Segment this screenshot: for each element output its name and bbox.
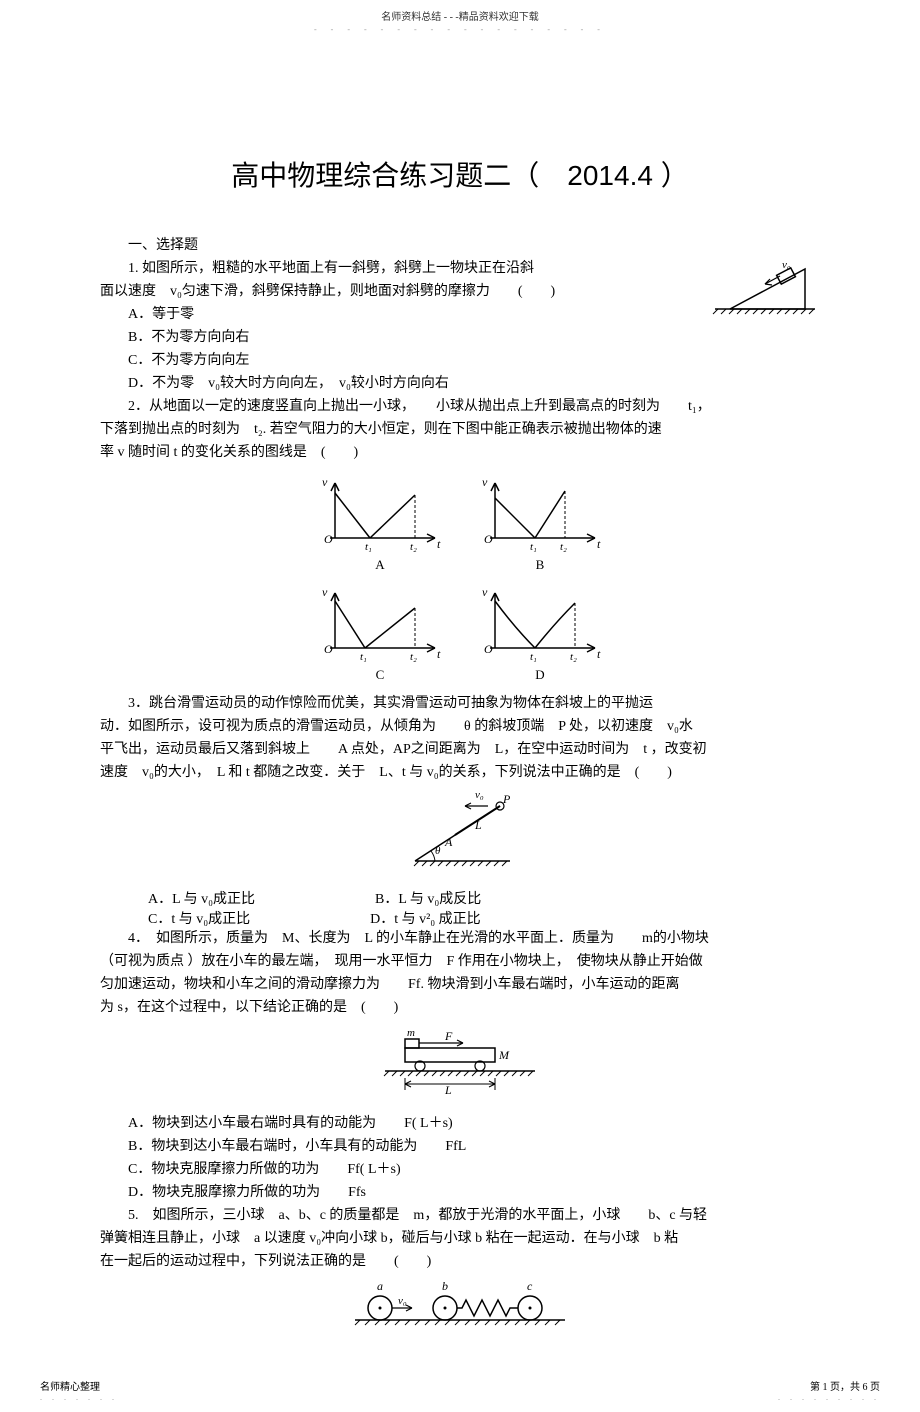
q2-figure-C: O v t t₁ t₂ C: [315, 583, 445, 683]
header-note: 名师资料总结 - - -精品资料欢迎下载: [0, 0, 920, 23]
svg-text:O: O: [324, 532, 333, 546]
q3-stem-2: 动．如图所示，设可视为质点的滑雪运动员，从倾角为 θ 的斜坡顶端 P 处，以初速…: [100, 716, 820, 737]
q2-figures-row1: O v t t₁ t₂ A O: [100, 473, 820, 573]
q5-figure: a b c v₀: [100, 1280, 820, 1340]
svg-text:L: L: [444, 1083, 452, 1096]
footer: 名师精心整理 . . . . . . . 第 1 页，共 6 页 . . . .…: [0, 1378, 920, 1402]
q4-optA: A．物块到达小车最右端时具有的动能为 F( L＋s): [100, 1113, 820, 1134]
q4-stem-3: 匀加速运动，物块和小车之间的滑动摩擦力为 Ff. 物块滑到小车最右端时，小车运动…: [100, 974, 820, 995]
svg-text:t₁: t₁: [360, 651, 367, 663]
page-title: 高中物理综合练习题二（ 2014.4 ）: [100, 154, 820, 194]
q3-figure: P v₀ L A θ: [100, 791, 820, 876]
svg-text:L: L: [474, 818, 482, 832]
footer-left-dots: . . . . . . .: [40, 1393, 118, 1402]
footer-left: 名师精心整理: [40, 1378, 118, 1393]
q2-figures-row2: O v t t₁ t₂ C O: [100, 583, 820, 683]
q2-label-C: C: [376, 667, 385, 683]
q2-stem-1: 2．从地面以一定的速度竖直向上抛出一小球， 小球从抛出点上升到最高点的时刻为 t…: [100, 396, 820, 417]
svg-text:t₁: t₁: [365, 541, 372, 553]
q1-figure: v₀: [710, 254, 820, 321]
svg-text:t₂: t₂: [560, 541, 567, 553]
page-content: 高中物理综合练习题二（ 2014.4 ） 一、选择题 v₀ 1. 如图所示，粗糙…: [0, 34, 920, 1412]
svg-text:v₀: v₀: [782, 259, 791, 271]
q5-stem-3: 在一起后的运动过程中，下列说法正确的是 ( ): [100, 1251, 820, 1272]
svg-text:t: t: [597, 647, 601, 661]
q3-options-row2: C．t 与 v₀成正比 D．t 与 v²₀ 成正比: [100, 908, 820, 928]
q3-stem-1: 3．跳台滑雪运动员的动作惊险而优美，其实滑雪运动可抽象为物体在斜坡上的平抛运: [100, 693, 820, 714]
svg-text:c: c: [527, 1280, 533, 1293]
svg-text:t₂: t₂: [570, 651, 577, 663]
q5-stem-2: 弹簧相连且静止，小球 a 以速度 v₀冲向小球 b，碰后与小球 b 粘在一起运动…: [100, 1228, 820, 1249]
svg-text:O: O: [324, 642, 333, 656]
q2-figure-B: O v t t₁ t₂ B: [475, 473, 605, 573]
q3-optD: D．t 与 v²₀ 成正比: [370, 908, 481, 928]
svg-text:O: O: [484, 532, 493, 546]
q4-stem-2: （可视为质点 ）放在小车的最左端， 现用一水平恒力 F 作用在小物块上， 使物块…: [100, 951, 820, 972]
svg-text:F: F: [444, 1029, 453, 1043]
q2-label-B: B: [536, 557, 545, 573]
q2-label-D: D: [535, 667, 544, 683]
q2-stem-3: 率 v 随时间 t 的变化关系的图线是 ( ): [100, 442, 820, 463]
svg-text:v: v: [322, 475, 328, 489]
q3-optA: A．L 与 v₀成正比: [148, 888, 255, 908]
footer-right-dots: . . . . . . . . .: [778, 1393, 880, 1402]
header-dots: - - - - - - - - - - - - - - - - - -: [0, 25, 920, 34]
q1-optC: C．不为零方向向左: [100, 350, 820, 371]
q3-optC: C．t 与 v₀成正比: [148, 908, 250, 928]
q3-optB: B．L 与 v₀成反比: [375, 888, 481, 908]
svg-text:P: P: [502, 792, 511, 806]
q2-stem-2: 下落到抛出点的时刻为 t₂. 若空气阻力的大小恒定，则在下图中能正确表示被抛出物…: [100, 419, 820, 440]
svg-text:v: v: [482, 475, 488, 489]
section-heading: 一、选择题: [100, 234, 820, 254]
q4-optB: B．物块到达小车最右端时，小车具有的动能为 FfL: [100, 1136, 820, 1157]
q1-optD: D．不为零 v₀较大时方向向左， v₀较小时方向向右: [100, 373, 820, 394]
q4-figure: m F M L: [100, 1026, 820, 1101]
svg-text:v₀: v₀: [475, 791, 484, 801]
q2-label-A: A: [375, 557, 384, 573]
q4-optC: C．物块克服摩擦力所做的功为 Ff( L＋s): [100, 1159, 820, 1180]
q2-figure-A: O v t t₁ t₂ A: [315, 473, 445, 573]
svg-text:v: v: [322, 585, 328, 599]
svg-text:M: M: [498, 1048, 510, 1062]
svg-text:m: m: [407, 1027, 415, 1039]
svg-text:t₂: t₂: [410, 541, 417, 553]
svg-text:v: v: [482, 585, 488, 599]
svg-text:A: A: [444, 835, 453, 849]
q3-stem-3: 平飞出，运动员最后又落到斜坡上 A 点处，AP之间距离为 L，在空中运动时间为 …: [100, 739, 820, 760]
svg-text:t₁: t₁: [530, 651, 537, 663]
q3-options-row1: A．L 与 v₀成正比 B．L 与 v₀成反比: [100, 888, 820, 908]
q4-stem-1: 4． 如图所示，质量为 M、长度为 L 的小车静止在光滑的水平面上．质量为 m的…: [100, 928, 820, 949]
q5-stem-1: 5. 如图所示，三小球 a、b、c 的质量都是 m，都放于光滑的水平面上，小球 …: [100, 1205, 820, 1226]
svg-text:t: t: [437, 647, 441, 661]
svg-text:t₁: t₁: [530, 541, 537, 553]
svg-text:b: b: [442, 1280, 448, 1293]
q3-stem-4: 速度 v₀的大小， L 和 t 都随之改变．关于 L、t 与 v₀的关系，下列说…: [100, 762, 820, 783]
svg-text:t₂: t₂: [410, 651, 417, 663]
svg-text:θ: θ: [435, 845, 441, 857]
svg-text:t: t: [597, 537, 601, 551]
svg-text:t: t: [437, 537, 441, 551]
svg-text:a: a: [377, 1280, 383, 1293]
q1-optB: B．不为零方向向右: [100, 327, 820, 348]
q4-optD: D．物块克服摩擦力所做的功为 Ffs: [100, 1182, 820, 1203]
footer-right: 第 1 页，共 6 页: [778, 1378, 880, 1393]
q2-figure-D: O v t t₁ t₂ D: [475, 583, 605, 683]
svg-text:v₀: v₀: [398, 1295, 407, 1307]
q4-stem-4: 为 s，在这个过程中，以下结论正确的是 ( ): [100, 997, 820, 1018]
svg-text:O: O: [484, 642, 493, 656]
